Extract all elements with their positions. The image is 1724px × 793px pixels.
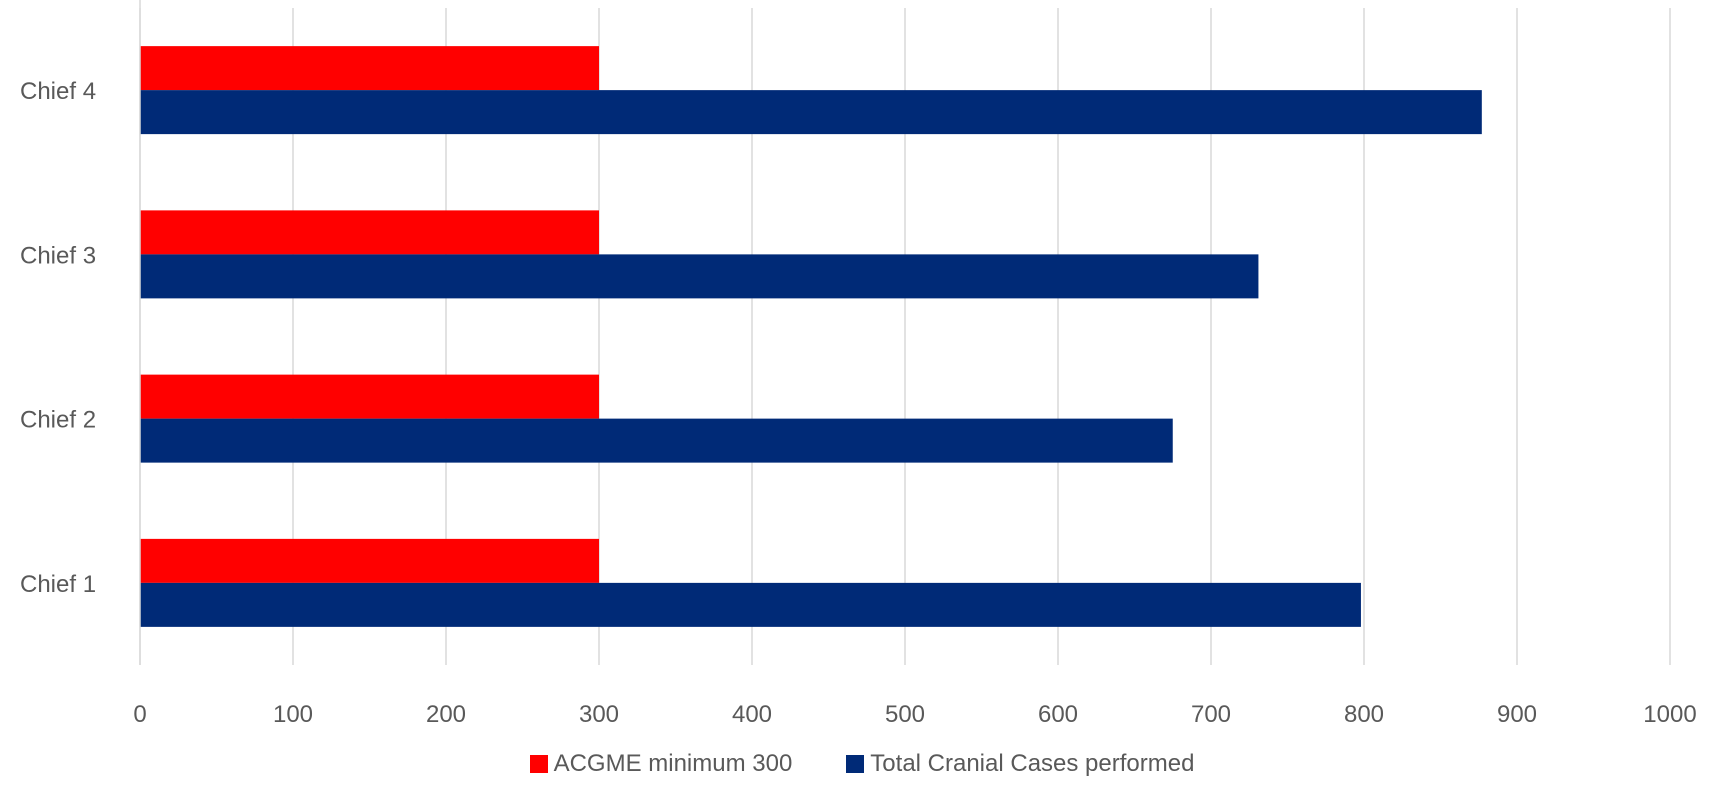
x-tick-label-200: 200 xyxy=(426,701,466,728)
category-label-chief-4: Chief 4 xyxy=(20,78,96,105)
legend: ACGME minimum 300 Total Cranial Cases pe… xyxy=(0,750,1724,778)
legend-swatch-acgme xyxy=(529,755,548,773)
category-label-chief-1: Chief 1 xyxy=(20,571,96,598)
category-label-chief-2: Chief 2 xyxy=(20,407,96,434)
category-labels: Chief 1 Chief 2 Chief 3 Chief 4 xyxy=(20,78,96,598)
x-tick-label-700: 700 xyxy=(1191,701,1231,728)
bar-chief-4-series-1 xyxy=(140,46,599,91)
x-tick-label-300: 300 xyxy=(579,701,619,728)
bars xyxy=(140,46,1482,627)
legend-item-total: Total Cranial Cases performed xyxy=(846,750,1194,778)
x-tick-label-800: 800 xyxy=(1344,701,1384,728)
bar-chief-3-series-2 xyxy=(140,254,1259,299)
x-tick-label-500: 500 xyxy=(885,701,925,728)
x-tick-label-1000: 1000 xyxy=(1643,701,1696,728)
legend-label-total: Total Cranial Cases performed xyxy=(870,750,1195,777)
legend-item-acgme: ACGME minimum 300 xyxy=(529,750,793,778)
legend-swatch-total xyxy=(846,755,865,773)
x-tick-label-600: 600 xyxy=(1038,701,1078,728)
bar-chief-2-series-1 xyxy=(140,374,599,419)
bar-chief-1-series-2 xyxy=(140,582,1361,627)
category-label-chief-3: Chief 3 xyxy=(20,242,96,269)
x-tick-label-400: 400 xyxy=(732,701,772,728)
bar-chief-4-series-2 xyxy=(140,90,1482,135)
x-tick-label-100: 100 xyxy=(273,701,313,728)
bar-chief-1-series-1 xyxy=(140,538,599,583)
bar-chief-2-series-2 xyxy=(140,418,1173,463)
x-tick-label-900: 900 xyxy=(1497,701,1537,728)
x-tick-labels: 0 100 200 300 400 500 600 700 800 900 1000 xyxy=(133,701,1696,728)
bar-chief-3-series-1 xyxy=(140,210,599,255)
legend-label-acgme: ACGME minimum 300 xyxy=(553,750,793,777)
x-tick-label-0: 0 xyxy=(133,701,146,728)
